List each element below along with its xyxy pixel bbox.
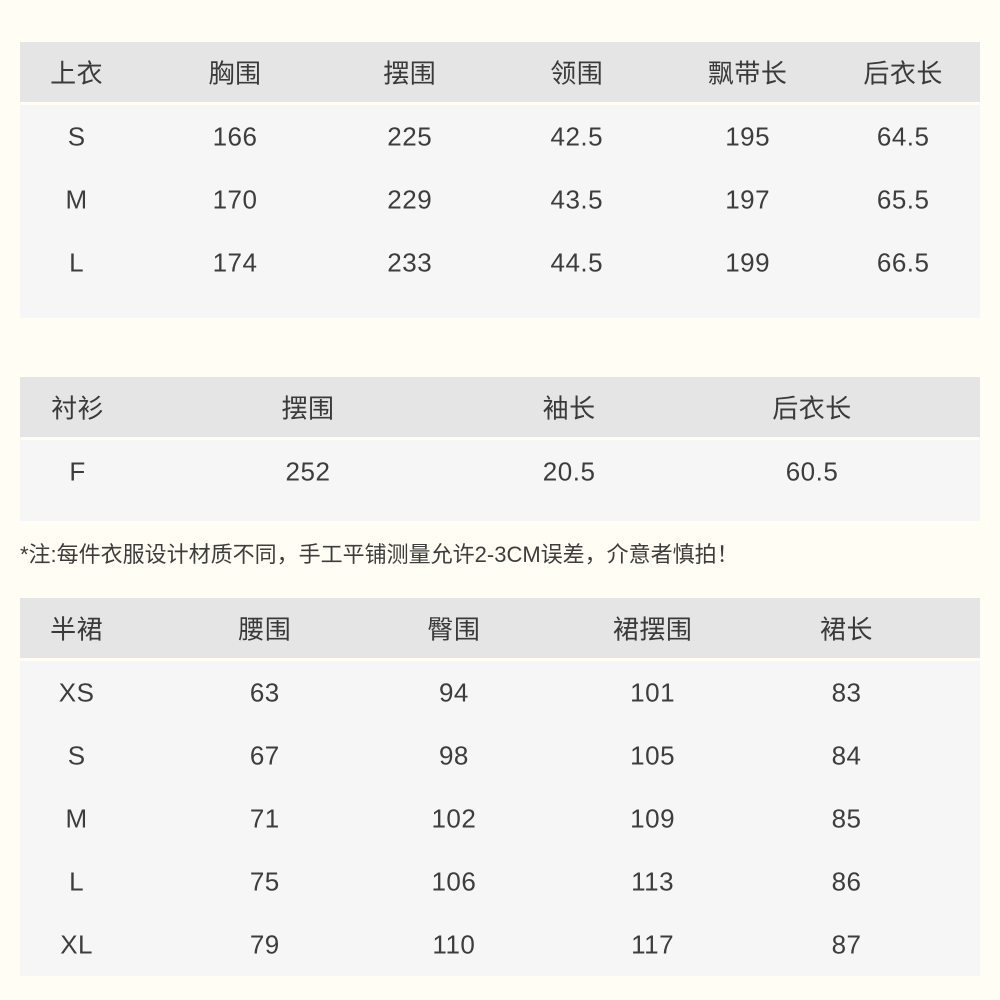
table-cell: 64.5: [876, 121, 930, 151]
table-cell: 113: [631, 866, 675, 896]
table-cell: 71: [249, 803, 280, 833]
table-cell: 63: [249, 677, 280, 707]
table-row: F 252 20.5 60.5: [20, 440, 980, 503]
column-header: 半裙: [50, 614, 104, 645]
table-row: S 166 225 42.5 195 64.5: [20, 105, 980, 168]
table-cell: 229: [387, 184, 433, 214]
table-cell: 252: [285, 456, 331, 486]
table-cell: 98: [438, 740, 469, 770]
table-cell: 44.5: [550, 247, 604, 277]
table-cell: 87: [831, 929, 862, 959]
table-cell: 75: [249, 866, 280, 896]
skirt-size-table: 半裙 腰围 臀围 裙摆围 裙长 XS 63 94 101 83 S 67 98 105 84 M 71 102 1…: [20, 598, 980, 976]
table-cell: F: [69, 456, 86, 486]
header-row: 半裙 腰围 臀围 裙摆围 裙长: [20, 598, 980, 658]
table-cell: 225: [387, 121, 433, 151]
column-header: 摆围: [383, 58, 437, 89]
table-cell: 79: [249, 929, 280, 959]
column-header: 裙摆围: [612, 614, 693, 645]
table-cell: 197: [725, 184, 771, 214]
table-cell: 106: [431, 866, 477, 896]
table-row: M 71 102 109 85: [20, 787, 980, 850]
tops-table-header: 上衣 胸围 摆围 领围 飘带长 后衣长: [20, 42, 980, 102]
table-cell: 170: [212, 184, 258, 214]
table-row: XL 79 110 117 87: [20, 913, 980, 976]
header-row: 上衣 胸围 摆围 领围 飘带长 后衣长: [20, 42, 980, 102]
table-row: S 67 98 105 84: [20, 724, 980, 787]
column-header: 领围: [550, 58, 604, 89]
table-cell: 94: [438, 677, 469, 707]
column-header: 裙长: [820, 614, 874, 645]
column-header: 胸围: [208, 58, 262, 89]
table-row: M 170 229 43.5 197 65.5: [20, 168, 980, 231]
table-cell: XS: [58, 677, 95, 707]
table-cell: L: [69, 866, 85, 896]
table-cell: M: [65, 803, 88, 833]
column-header: 后衣长: [863, 58, 943, 89]
table-cell: 101: [630, 677, 676, 707]
table-cell: 84: [831, 740, 862, 770]
measurement-note: *注:每件衣服设计材质不同，手工平铺测量允许2-3CM误差，介意者慎拍！: [20, 542, 739, 567]
table-cell: 83: [831, 677, 862, 707]
skirt-table-header: 半裙 腰围 臀围 裙摆围 裙长: [20, 598, 980, 658]
table-row: XS 63 94 101 83: [20, 661, 980, 724]
skirt-table-body: XS 63 94 101 83 S 67 98 105 84 M 71 102 109 85 L 75 106 11…: [20, 661, 980, 976]
table-cell: 43.5: [550, 184, 604, 214]
tops-size-table: 上衣 胸围 摆围 领围 飘带长 后衣长 S 166 225 42.5 195 64.5 M 170 229…: [20, 42, 980, 318]
table-cell: 105: [630, 740, 676, 770]
table-row: L 75 106 113 86: [20, 850, 980, 913]
table-cell: 110: [432, 929, 476, 959]
table-cell: 233: [387, 247, 433, 277]
table-cell: M: [65, 184, 88, 214]
column-header: 摆围: [281, 393, 335, 424]
shirt-size-table: 衬衫 摆围 袖长 后衣长 F 252 20.5 60.5: [20, 377, 980, 521]
tops-table-body: S 166 225 42.5 195 64.5 M 170 229 43.5 197 65.5 L 174…: [20, 105, 980, 318]
column-header: 后衣长: [772, 393, 852, 424]
column-header: 袖长: [542, 393, 596, 424]
shirt-table-body: F 252 20.5 60.5: [20, 440, 980, 521]
column-header: 衬衫: [51, 393, 105, 424]
table-cell: L: [69, 247, 85, 277]
table-cell: 109: [630, 803, 676, 833]
table-row: L 174 233 44.5 199 66.5: [20, 231, 980, 294]
shirt-table-header: 衬衫 摆围 袖长 后衣长: [20, 377, 980, 437]
table-cell: 166: [212, 121, 258, 151]
table-cell: 67: [249, 740, 280, 770]
header-row: 衬衫 摆围 袖长 后衣长: [20, 377, 980, 437]
table-cell: 85: [831, 803, 862, 833]
table-cell: 42.5: [550, 121, 604, 151]
table-cell: 86: [831, 866, 862, 896]
table-cell: 174: [212, 247, 258, 277]
table-cell: XL: [60, 929, 94, 959]
table-cell: 199: [725, 247, 771, 277]
table-cell: S: [67, 121, 86, 151]
column-header: 腰围: [238, 614, 292, 645]
column-header: 上衣: [50, 58, 104, 89]
table-cell: 102: [431, 803, 477, 833]
column-header: 臀围: [427, 614, 481, 645]
table-cell: 117: [631, 929, 675, 959]
table-cell: 66.5: [876, 247, 930, 277]
table-cell: 65.5: [876, 184, 930, 214]
table-cell: S: [67, 740, 86, 770]
table-cell: 20.5: [542, 456, 596, 486]
column-header: 飘带长: [707, 58, 788, 89]
table-cell: 60.5: [785, 456, 839, 486]
table-cell: 195: [725, 121, 771, 151]
